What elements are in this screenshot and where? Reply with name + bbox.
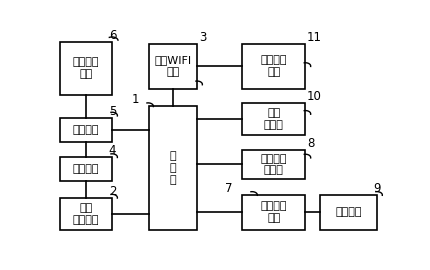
Bar [320,195,377,230]
Text: 11: 11 [307,31,322,44]
Text: 电机驱动
电路: 电机驱动 电路 [261,201,287,223]
Text: 充电电池: 充电电池 [73,164,99,174]
Bar [60,42,112,95]
Bar [242,44,305,89]
Text: 第二
电源电路: 第二 电源电路 [73,203,99,225]
Text: 充电电极
公端: 充电电极 公端 [73,58,99,79]
Bar [149,44,197,89]
Text: 地磁
传感器: 地磁 传感器 [264,108,284,130]
Bar [60,118,112,141]
Text: 7: 7 [224,181,232,195]
Text: 处
理
器: 处 理 器 [169,151,176,185]
Bar [149,106,197,230]
Text: 充电电路: 充电电路 [73,124,99,134]
Text: 2: 2 [109,185,116,198]
Bar [60,198,112,230]
Text: 3: 3 [199,31,206,44]
Text: 第二WIFI
模块: 第二WIFI 模块 [154,55,191,77]
Text: 4: 4 [109,144,116,157]
Text: 10: 10 [307,90,322,103]
Text: 9: 9 [374,181,381,195]
Text: 6: 6 [109,29,116,42]
Text: 1: 1 [131,93,139,106]
Text: 5: 5 [109,105,116,118]
Bar [242,150,305,179]
Text: 驱动电机: 驱动电机 [335,207,362,217]
Bar [60,157,112,181]
Text: 障碍物检
测电路: 障碍物检 测电路 [261,154,287,175]
Bar [242,195,305,230]
Text: 惯性导航
系统: 惯性导航 系统 [261,55,287,77]
Text: 8: 8 [307,137,314,150]
Bar [242,103,305,135]
